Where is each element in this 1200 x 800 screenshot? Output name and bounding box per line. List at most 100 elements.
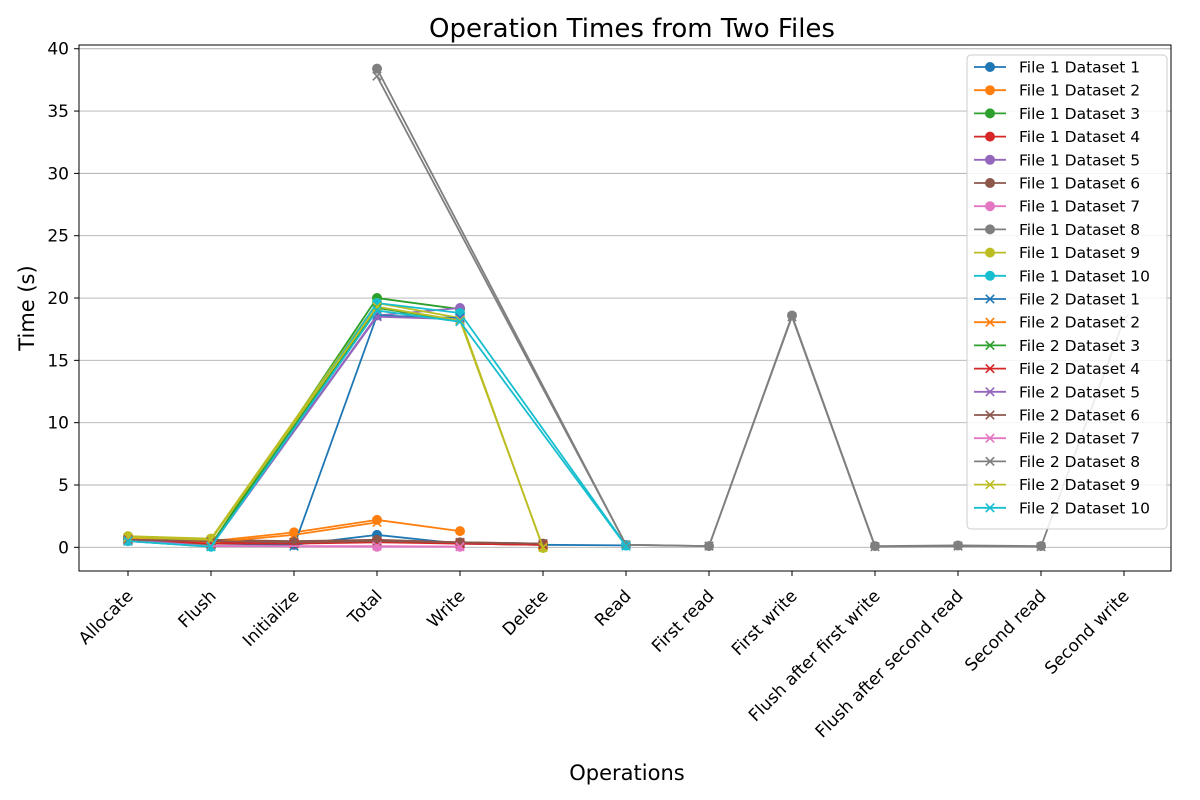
- series-line: [127, 302, 627, 548]
- data-point: [206, 541, 216, 552]
- legend-marker: [985, 410, 995, 420]
- y-tick-label: 15: [47, 351, 69, 371]
- legend-entry: File 1 Dataset 4: [974, 128, 1140, 146]
- legend-box: [966, 54, 1168, 530]
- series-line: [127, 302, 544, 549]
- data-point: [289, 530, 299, 540]
- series-line: [376, 68, 1042, 547]
- legend-entry: File 2 Dataset 3: [974, 337, 1140, 355]
- legend-entry: File 2 Dataset 1: [974, 291, 1140, 309]
- legend-entry: File 1 Dataset 8: [974, 221, 1140, 239]
- legend-entry: File 2 Dataset 6: [974, 407, 1140, 425]
- legend-label: File 2 Dataset 7: [1019, 430, 1140, 448]
- x-tick-label: Read: [591, 586, 635, 630]
- legend-label: File 2 Dataset 10: [1019, 499, 1150, 517]
- series-20: [123, 305, 631, 552]
- legend-label: File 2 Dataset 5: [1019, 383, 1140, 401]
- data-point: [455, 537, 465, 548]
- x-tick-label: Second read: [961, 586, 1050, 675]
- series-8: [372, 63, 1046, 552]
- series-15: [123, 311, 465, 551]
- data-point: [372, 517, 382, 528]
- legend-entry: File 1 Dataset 6: [974, 175, 1140, 193]
- legend-entry: File 1 Dataset 5: [974, 151, 1140, 169]
- y-tick-label: 0: [58, 538, 69, 558]
- data-point: [870, 541, 880, 552]
- x-tick-label: Initialize: [239, 586, 303, 650]
- legend-label: File 1 Dataset 7: [1019, 198, 1140, 216]
- legend-marker: [985, 270, 995, 281]
- data-point: [455, 316, 465, 327]
- plot-frame: [78, 44, 1172, 572]
- series-line: [127, 307, 461, 546]
- data-point: [787, 311, 797, 322]
- legend-marker: [985, 178, 995, 188]
- data-point: [455, 541, 465, 552]
- legend-entry: File 2 Dataset 7: [974, 430, 1140, 448]
- data-point: [621, 541, 631, 551]
- grid-lines: [79, 48, 1171, 548]
- x-tick-label: Flush: [175, 586, 221, 632]
- legend-label: File 1 Dataset 5: [1019, 151, 1140, 169]
- series-13: [123, 303, 465, 550]
- series-16: [123, 535, 548, 549]
- legend-label: File 2 Dataset 9: [1019, 476, 1140, 494]
- series-line: [127, 538, 544, 545]
- y-tick-label: 20: [47, 289, 69, 309]
- legend-entry: File 1 Dataset 10: [974, 267, 1150, 285]
- x-tick-label: Delete: [499, 586, 553, 640]
- y-tick-label: 5: [58, 476, 69, 496]
- legend-marker: [985, 201, 995, 212]
- legend-label: File 1 Dataset 9: [1019, 244, 1140, 262]
- data-point: [289, 537, 299, 548]
- legend-label: File 1 Dataset 10: [1019, 267, 1150, 285]
- legend-label: File 1 Dataset 8: [1019, 221, 1140, 239]
- data-point: [455, 526, 465, 537]
- data-point: [123, 536, 133, 546]
- legend-entry: File 2 Dataset 8: [974, 453, 1140, 471]
- series-line: [127, 538, 544, 546]
- legend-marker: [985, 433, 995, 443]
- data-point: [372, 537, 382, 548]
- legend-marker: [985, 363, 995, 374]
- chart-title: Operation Times from Two Files: [429, 14, 835, 44]
- series-lines: [123, 63, 1129, 553]
- legend-marker: [985, 62, 995, 72]
- data-point: [372, 305, 382, 316]
- legend-marker: [985, 85, 995, 96]
- x-tick-label: First read: [648, 586, 718, 656]
- legend-entry: File 1 Dataset 3: [974, 105, 1140, 123]
- data-point: [372, 71, 382, 81]
- data-point: [123, 532, 133, 543]
- legend-marker: [985, 456, 995, 467]
- legend-marker: [985, 247, 995, 258]
- x-tick-label: Write: [424, 586, 470, 632]
- data-point: [372, 541, 382, 551]
- legend-entry: File 2 Dataset 2: [974, 314, 1140, 332]
- x-tick-label: Second write: [1041, 586, 1133, 678]
- data-point: [953, 541, 963, 551]
- y-tick-label: 10: [47, 414, 69, 434]
- data-point: [372, 301, 382, 312]
- legend-entry: File 1 Dataset 9: [974, 244, 1140, 262]
- legend-label: File 2 Dataset 4: [1019, 360, 1140, 378]
- y-axis-label: Time (s): [15, 265, 39, 351]
- y-tick-label: 35: [47, 102, 69, 122]
- series-line: [127, 315, 461, 547]
- data-point: [1036, 541, 1046, 552]
- legend-marker: [985, 154, 995, 165]
- legend-entry: File 1 Dataset 1: [974, 59, 1140, 77]
- legend-marker: [985, 503, 995, 513]
- x-tick-label: First write: [728, 586, 801, 659]
- legend: File 1 Dataset 1 File 1 Dataset 2 File 1 D…: [966, 54, 1168, 530]
- legend-entry: File 2 Dataset 10: [974, 499, 1150, 517]
- legend-label: File 2 Dataset 2: [1019, 314, 1140, 332]
- x-tick-label: Flush after second read: [812, 586, 968, 742]
- series-line: [376, 75, 1125, 548]
- x-tick-label: Allocate: [75, 586, 137, 648]
- legend-entry: File 2 Dataset 9: [974, 476, 1140, 494]
- legend-marker: [985, 108, 995, 119]
- legend-label: File 1 Dataset 2: [1019, 82, 1140, 100]
- data-point: [538, 542, 548, 553]
